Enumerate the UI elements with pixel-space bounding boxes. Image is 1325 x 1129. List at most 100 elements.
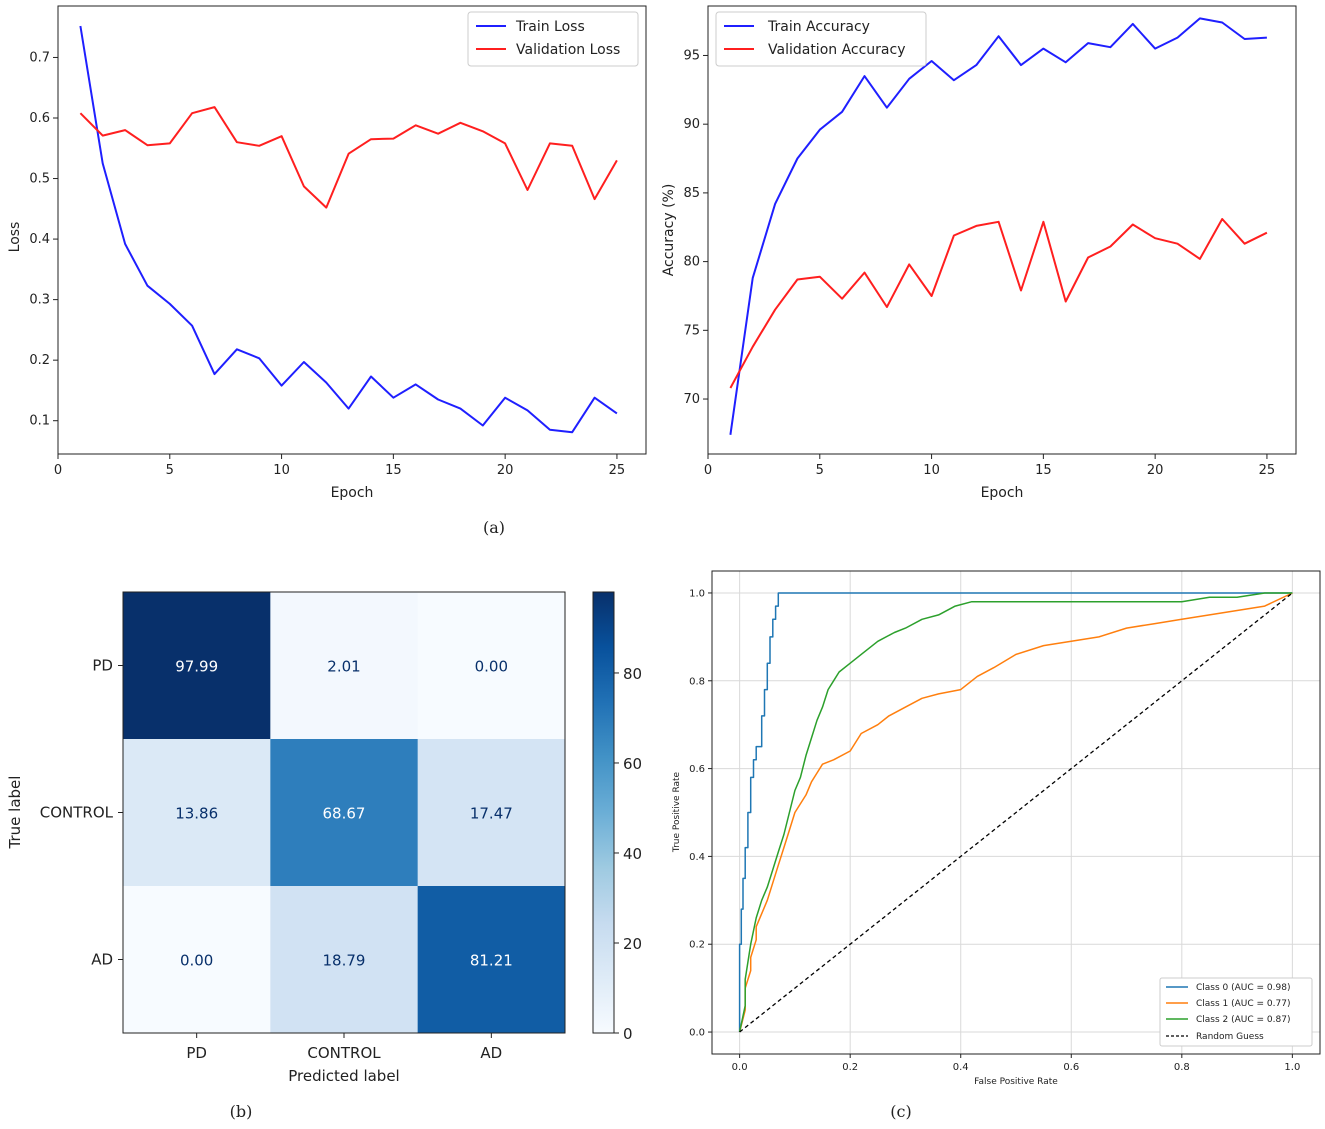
roc-ytick-label: 1.0 xyxy=(689,588,705,599)
accuracy-xlabel: Epoch xyxy=(981,485,1024,501)
accuracy-ytick-label: 70 xyxy=(683,392,700,407)
cm-cell xyxy=(417,739,566,887)
loss-xtick-label: 25 xyxy=(609,463,626,478)
cm-ylabel: True label xyxy=(6,776,24,850)
cm-colorbar-tick-label: 0 xyxy=(623,1025,633,1043)
legend-class-0: Class 0 (AUC = 0.98) xyxy=(1196,983,1290,993)
cm-xlabel: Predicted label xyxy=(288,1067,399,1085)
roc-xtick-label: 0.0 xyxy=(732,1062,748,1073)
loss-xtick-label: 0 xyxy=(54,463,62,478)
accuracy-legend: Train Accuracy Validation Accuracy xyxy=(715,11,927,67)
cm-cell-value: 0.00 xyxy=(475,658,508,676)
cm-col-label: CONTROL xyxy=(307,1044,381,1062)
accuracy-ytick-label: 90 xyxy=(683,117,700,132)
cm-cell xyxy=(270,886,419,1034)
roc-xtick-label: 1.0 xyxy=(1284,1062,1300,1073)
roc-ylabel: True Positive Rate xyxy=(672,771,682,853)
cm-row-label: CONTROL xyxy=(40,804,114,822)
cm-cell xyxy=(270,592,419,740)
cm-cell xyxy=(270,739,419,887)
cm-cell-value: 0.00 xyxy=(180,952,213,970)
accuracy-ytick-label: 80 xyxy=(683,255,700,270)
cm-col-label: PD xyxy=(186,1044,207,1062)
accuracy-xtick-label: 10 xyxy=(923,463,940,478)
cm-cell xyxy=(417,886,566,1034)
loss-chart: 0 5 10 15 20 25 0.1 0.2 0.3 0.4 0.5 0.6 0.7 Epoch Lo… xyxy=(7,5,647,501)
legend-train-accuracy: Train Accuracy xyxy=(767,19,870,35)
cm-cell-value: 68.67 xyxy=(323,805,366,823)
roc-xtick-label: 0.4 xyxy=(953,1062,969,1073)
accuracy-xtick-label: 5 xyxy=(816,463,824,478)
accuracy-xtick-label: 0 xyxy=(704,463,712,478)
loss-ytick-label: 0.7 xyxy=(29,50,50,65)
accuracy-ytick-label: 85 xyxy=(683,186,700,201)
cm-cell xyxy=(417,592,566,740)
cm-row-label: AD xyxy=(91,951,113,969)
loss-ytick-label: 0.2 xyxy=(29,353,50,368)
loss-ytick-label: 0.5 xyxy=(29,172,50,187)
cm-col-label: AD xyxy=(480,1044,502,1062)
accuracy-xtick-label: 15 xyxy=(1035,463,1052,478)
accuracy-series-0 xyxy=(729,17,1267,435)
roc-ytick-label: 0.4 xyxy=(689,852,705,863)
cm-colorbar-tick-label: 40 xyxy=(623,845,642,863)
loss-ytick-label: 0.1 xyxy=(29,414,50,429)
cm-colorbar-tick-label: 60 xyxy=(623,755,642,773)
accuracy-xtick-label: 25 xyxy=(1259,463,1276,478)
roc-legend: Class 0 (AUC = 0.98) Class 1 (AUC = 0.77… xyxy=(1159,977,1313,1047)
cm-colorbar xyxy=(592,591,615,1034)
roc-series-1 xyxy=(738,592,1293,1033)
cm-cell-value: 81.21 xyxy=(470,952,513,970)
caption-b: (b) xyxy=(230,1102,253,1121)
legend-train-loss: Train Loss xyxy=(515,19,585,35)
roc-chart: 0.0 0.2 0.4 0.6 0.8 1.0 0.0 0.2 0.4 0.6 0.8 1.0 Fal… xyxy=(672,570,1321,1087)
roc-xtick-label: 0.8 xyxy=(1174,1062,1190,1073)
accuracy-ytick-label: 95 xyxy=(683,48,700,63)
loss-series-0 xyxy=(79,25,618,434)
loss-xlabel: Epoch xyxy=(331,485,374,501)
legend-random-guess: Random Guess xyxy=(1196,1032,1264,1042)
confusion-matrix: 97.99 2.01 0.00 13.86 68.67 17.47 0.00 18.79 81.… xyxy=(6,591,642,1085)
roc-xlabel: False Positive Rate xyxy=(974,1077,1058,1087)
loss-xtick-label: 15 xyxy=(385,463,402,478)
roc-xtick-label: 0.6 xyxy=(1063,1062,1079,1073)
accuracy-ylabel: Accuracy (%) xyxy=(661,184,677,277)
cm-cell xyxy=(123,592,271,740)
roc-series-3 xyxy=(739,592,1293,1033)
loss-xtick-label: 20 xyxy=(497,463,514,478)
legend-validation-loss: Validation Loss xyxy=(516,42,620,58)
cm-colorbar-tick-label: 80 xyxy=(623,665,642,683)
cm-cell-value: 18.79 xyxy=(323,952,366,970)
caption-c: (c) xyxy=(890,1102,911,1121)
loss-ytick-label: 0.3 xyxy=(29,293,50,308)
cm-cell xyxy=(123,886,271,1034)
loss-xtick-label: 10 xyxy=(273,463,290,478)
loss-ylabel: Loss xyxy=(7,222,23,253)
roc-ytick-label: 0.0 xyxy=(689,1028,705,1039)
loss-series-1 xyxy=(79,106,618,209)
legend-class-1: Class 1 (AUC = 0.77) xyxy=(1196,999,1290,1009)
roc-ytick-label: 0.8 xyxy=(689,676,705,687)
roc-xtick-label: 0.2 xyxy=(842,1062,858,1073)
legend-class-2: Class 2 (AUC = 0.87) xyxy=(1196,1015,1290,1025)
roc-series-2 xyxy=(738,592,1293,1033)
accuracy-ytick-label: 75 xyxy=(683,323,700,338)
roc-ytick-label: 0.2 xyxy=(689,940,705,951)
cm-row-label: PD xyxy=(92,657,113,675)
cm-cell-value: 13.86 xyxy=(175,805,218,823)
accuracy-series-1 xyxy=(729,218,1268,389)
cm-cell xyxy=(123,739,271,887)
accuracy-xtick-label: 20 xyxy=(1147,463,1164,478)
accuracy-chart: 0 5 10 15 20 25 70 75 80 85 90 95 Epoch Accuracy (%… xyxy=(661,5,1297,501)
cm-cell-value: 17.47 xyxy=(470,805,513,823)
loss-xtick-label: 5 xyxy=(166,463,174,478)
cm-colorbar-tick-label: 20 xyxy=(623,935,642,953)
cm-cell-value: 2.01 xyxy=(327,658,360,676)
roc-series-0 xyxy=(738,592,1293,1032)
legend-validation-accuracy: Validation Accuracy xyxy=(768,42,906,58)
loss-ytick-label: 0.6 xyxy=(29,111,50,126)
roc-ytick-label: 0.6 xyxy=(689,764,705,775)
loss-legend: Train Loss Validation Loss xyxy=(467,11,639,67)
cm-cell-value: 97.99 xyxy=(175,658,218,676)
